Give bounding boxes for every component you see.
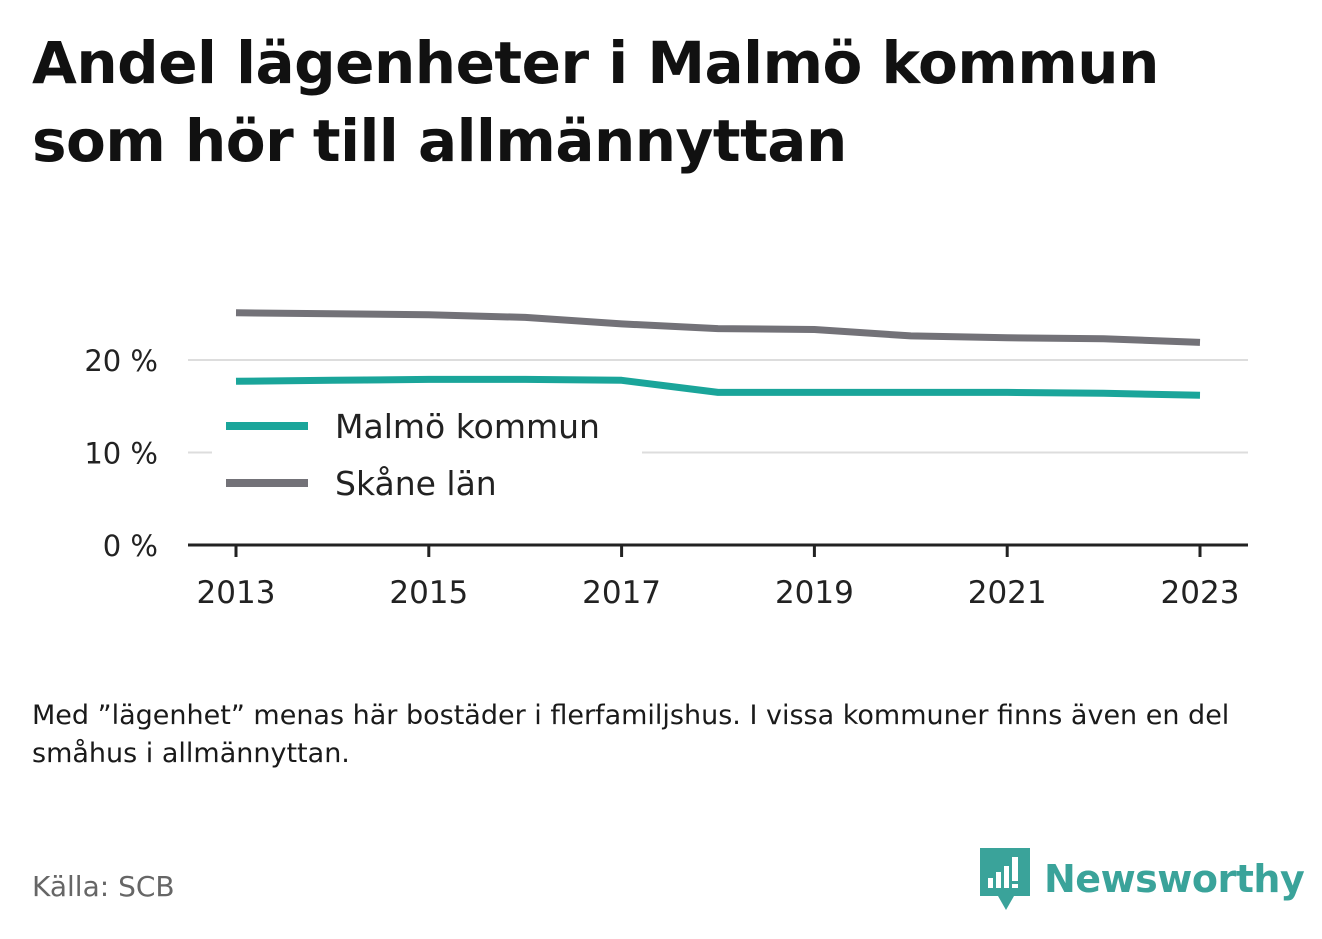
y-axis-ticks: 0 % 10 % 20 % (84, 344, 158, 563)
legend: Malmö kommun Skåne län (212, 400, 642, 503)
series-line (235, 375, 1201, 399)
line-chart: 0 % 10 % 20 % 2013 2015 2017 2019 2021 2023 Mal… (84, 309, 1248, 611)
source-label: Källa: SCB (32, 870, 175, 903)
legend-label: Malmö kommun (335, 407, 600, 446)
chart-title: Andel lägenheter i Malmö kommun som hör … (32, 29, 1159, 175)
legend-label: Skåne län (335, 464, 497, 503)
brand-logo: Newsworthy (980, 848, 1305, 910)
y-tick-label: 0 % (103, 529, 158, 563)
x-tick-label: 2019 (775, 575, 854, 611)
y-tick-label: 20 % (84, 344, 158, 378)
newsworthy-logo-icon (980, 848, 1030, 910)
x-tick-label: 2021 (968, 575, 1047, 611)
x-tick-label: 2015 (389, 575, 468, 611)
x-tick-label: 2013 (197, 575, 276, 611)
series-lines (235, 309, 1201, 399)
x-axis: 2013 2015 2017 2019 2021 2023 (188, 543, 1248, 611)
x-tick-label: 2023 (1161, 575, 1240, 611)
brand-name: Newsworthy (1044, 857, 1305, 901)
chart-note: Med ”lägenhet” menas här bostäder i fler… (32, 700, 1230, 769)
y-tick-label: 10 % (84, 437, 158, 471)
x-tick-label: 2017 (582, 575, 661, 611)
series-line (235, 309, 1201, 346)
